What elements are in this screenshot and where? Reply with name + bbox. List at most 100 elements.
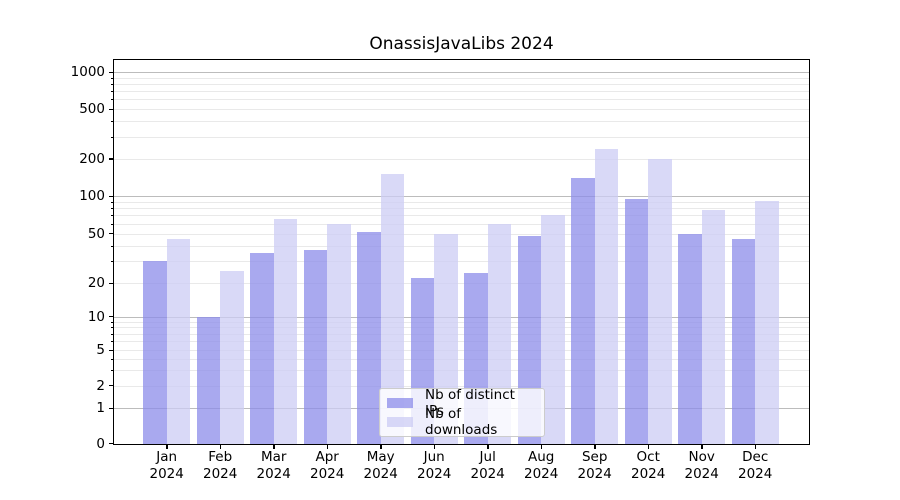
y-axis-minor-tick: [110, 121, 113, 123]
y-tick-label-2: 2: [96, 377, 105, 394]
gridline-minor: [114, 245, 809, 247]
y-axis-minor-tick: [110, 201, 113, 203]
y-axis-minor-tick: [110, 358, 113, 360]
bar-mar-distinct-ips: [250, 252, 274, 444]
y-axis-minor-tick: [110, 136, 113, 138]
bar-dec-downloads: [755, 200, 779, 444]
gridline-minor: [114, 77, 809, 79]
y-axis-minor-tick: [110, 333, 113, 335]
y-tick-label-1: 1: [96, 400, 105, 416]
y-axis-minor-tick: [110, 77, 113, 79]
bar-oct-distinct-ips: [624, 199, 649, 444]
x-tick-label-feb: Feb 2024: [203, 449, 238, 482]
bar-aug-downloads: [541, 214, 565, 444]
gridline-minor: [114, 327, 809, 329]
x-axis-tick: [754, 445, 757, 449]
gridline-minor: [114, 121, 809, 123]
y-axis-minor-tick: [110, 223, 113, 225]
gridline-minor: [114, 283, 809, 284]
legend-label-downloads: Nb of downloads: [425, 406, 498, 439]
bar-feb-downloads: [220, 270, 244, 444]
x-tick-label-mar: Mar 2024: [256, 449, 291, 482]
bar-jan-distinct-ips: [143, 261, 167, 444]
y-axis-minor-tick: [110, 369, 113, 371]
x-tick-label-jan: Jan 2024: [149, 449, 184, 482]
y-axis-tick: [109, 108, 113, 111]
gridline-minor: [114, 358, 809, 360]
y-tick-label-100: 100: [79, 188, 105, 204]
y-tick-label-20: 20: [87, 275, 105, 291]
gridline-major: [114, 196, 809, 197]
y-tick-label-50: 50: [87, 225, 105, 242]
legend-swatch-downloads: [387, 417, 413, 428]
gridline-minor: [114, 208, 809, 210]
gridline-minor: [114, 215, 809, 217]
y-axis-tick: [109, 407, 113, 409]
x-tick-label-jul: Jul 2024: [470, 449, 505, 482]
x-tick-label-may: May 2024: [363, 449, 398, 482]
bar-mar-downloads: [273, 219, 298, 444]
x-axis-tick: [219, 445, 222, 449]
y-axis-tick: [109, 316, 113, 318]
y-axis-tick: [109, 233, 113, 235]
x-axis-tick: [380, 445, 382, 449]
bar-dec-distinct-ips: [731, 239, 756, 444]
legend-swatch-distinct-ips: [387, 397, 413, 408]
gridline-minor: [114, 109, 809, 111]
chart-title: OnassisJavaLibs 2024: [369, 34, 554, 54]
bar-may-distinct-ips: [357, 232, 381, 444]
y-axis-tick: [109, 349, 113, 351]
legend-label-distinct-ips: Nb of distinct IPs: [425, 386, 515, 419]
y-axis-tick: [109, 195, 113, 197]
gridline-minor: [114, 84, 809, 85]
y-tick-label-5: 5: [96, 342, 105, 358]
x-tick-label-dec: Dec 2024: [738, 449, 773, 482]
y-axis-minor-tick: [110, 215, 113, 217]
y-tick-label-1000: 1000: [70, 64, 105, 80]
gridline-minor: [114, 136, 809, 138]
x-axis-tick: [326, 445, 329, 449]
gridline-major: [114, 72, 809, 73]
y-axis-minor-tick: [110, 245, 113, 247]
gridline-minor: [114, 341, 809, 343]
bar-apr-distinct-ips: [303, 249, 328, 444]
bar-nov-downloads: [701, 210, 726, 444]
y-tick-label-200: 200: [79, 150, 105, 167]
x-tick-label-sep: Sep 2024: [577, 449, 612, 482]
x-axis-tick: [487, 445, 489, 449]
bar-jan-downloads: [166, 239, 191, 444]
x-tick-label-oct: Oct 2024: [631, 449, 666, 482]
gridline-minor: [114, 201, 809, 203]
y-axis-minor-tick: [110, 84, 113, 85]
y-tick-label-10: 10: [87, 308, 105, 325]
y-tick-label-0: 0: [96, 435, 105, 452]
y-axis-minor-tick: [110, 341, 113, 343]
y-axis-minor-tick: [110, 327, 113, 329]
bar-apr-downloads: [327, 223, 351, 444]
bar-feb-distinct-ips: [196, 316, 221, 444]
x-tick-label-aug: Aug 2024: [524, 449, 559, 482]
y-axis-minor-tick: [110, 91, 113, 93]
x-axis-tick: [433, 445, 436, 449]
gridline-minor: [114, 321, 809, 323]
x-axis-tick: [701, 445, 703, 449]
bar-sep-distinct-ips: [571, 177, 595, 444]
gridline-minor: [114, 333, 809, 335]
y-axis-minor-tick: [110, 321, 113, 323]
y-axis-minor-tick: [110, 208, 113, 210]
y-axis-tick: [109, 158, 113, 160]
x-tick-label-apr: Apr 2024: [310, 449, 345, 482]
bar-nov-distinct-ips: [678, 233, 702, 444]
x-axis-tick: [540, 445, 543, 449]
gridline-minor: [114, 261, 809, 263]
gridline-minor: [114, 158, 809, 160]
gridline-minor: [114, 350, 809, 351]
x-axis-tick: [594, 445, 596, 449]
bar-sep-downloads: [594, 148, 619, 444]
y-axis-tick: [109, 443, 113, 445]
gridline-minor: [114, 223, 809, 225]
y-axis-tick: [109, 71, 113, 73]
y-axis-minor-tick: [110, 261, 113, 263]
bar-may-downloads: [380, 174, 405, 444]
